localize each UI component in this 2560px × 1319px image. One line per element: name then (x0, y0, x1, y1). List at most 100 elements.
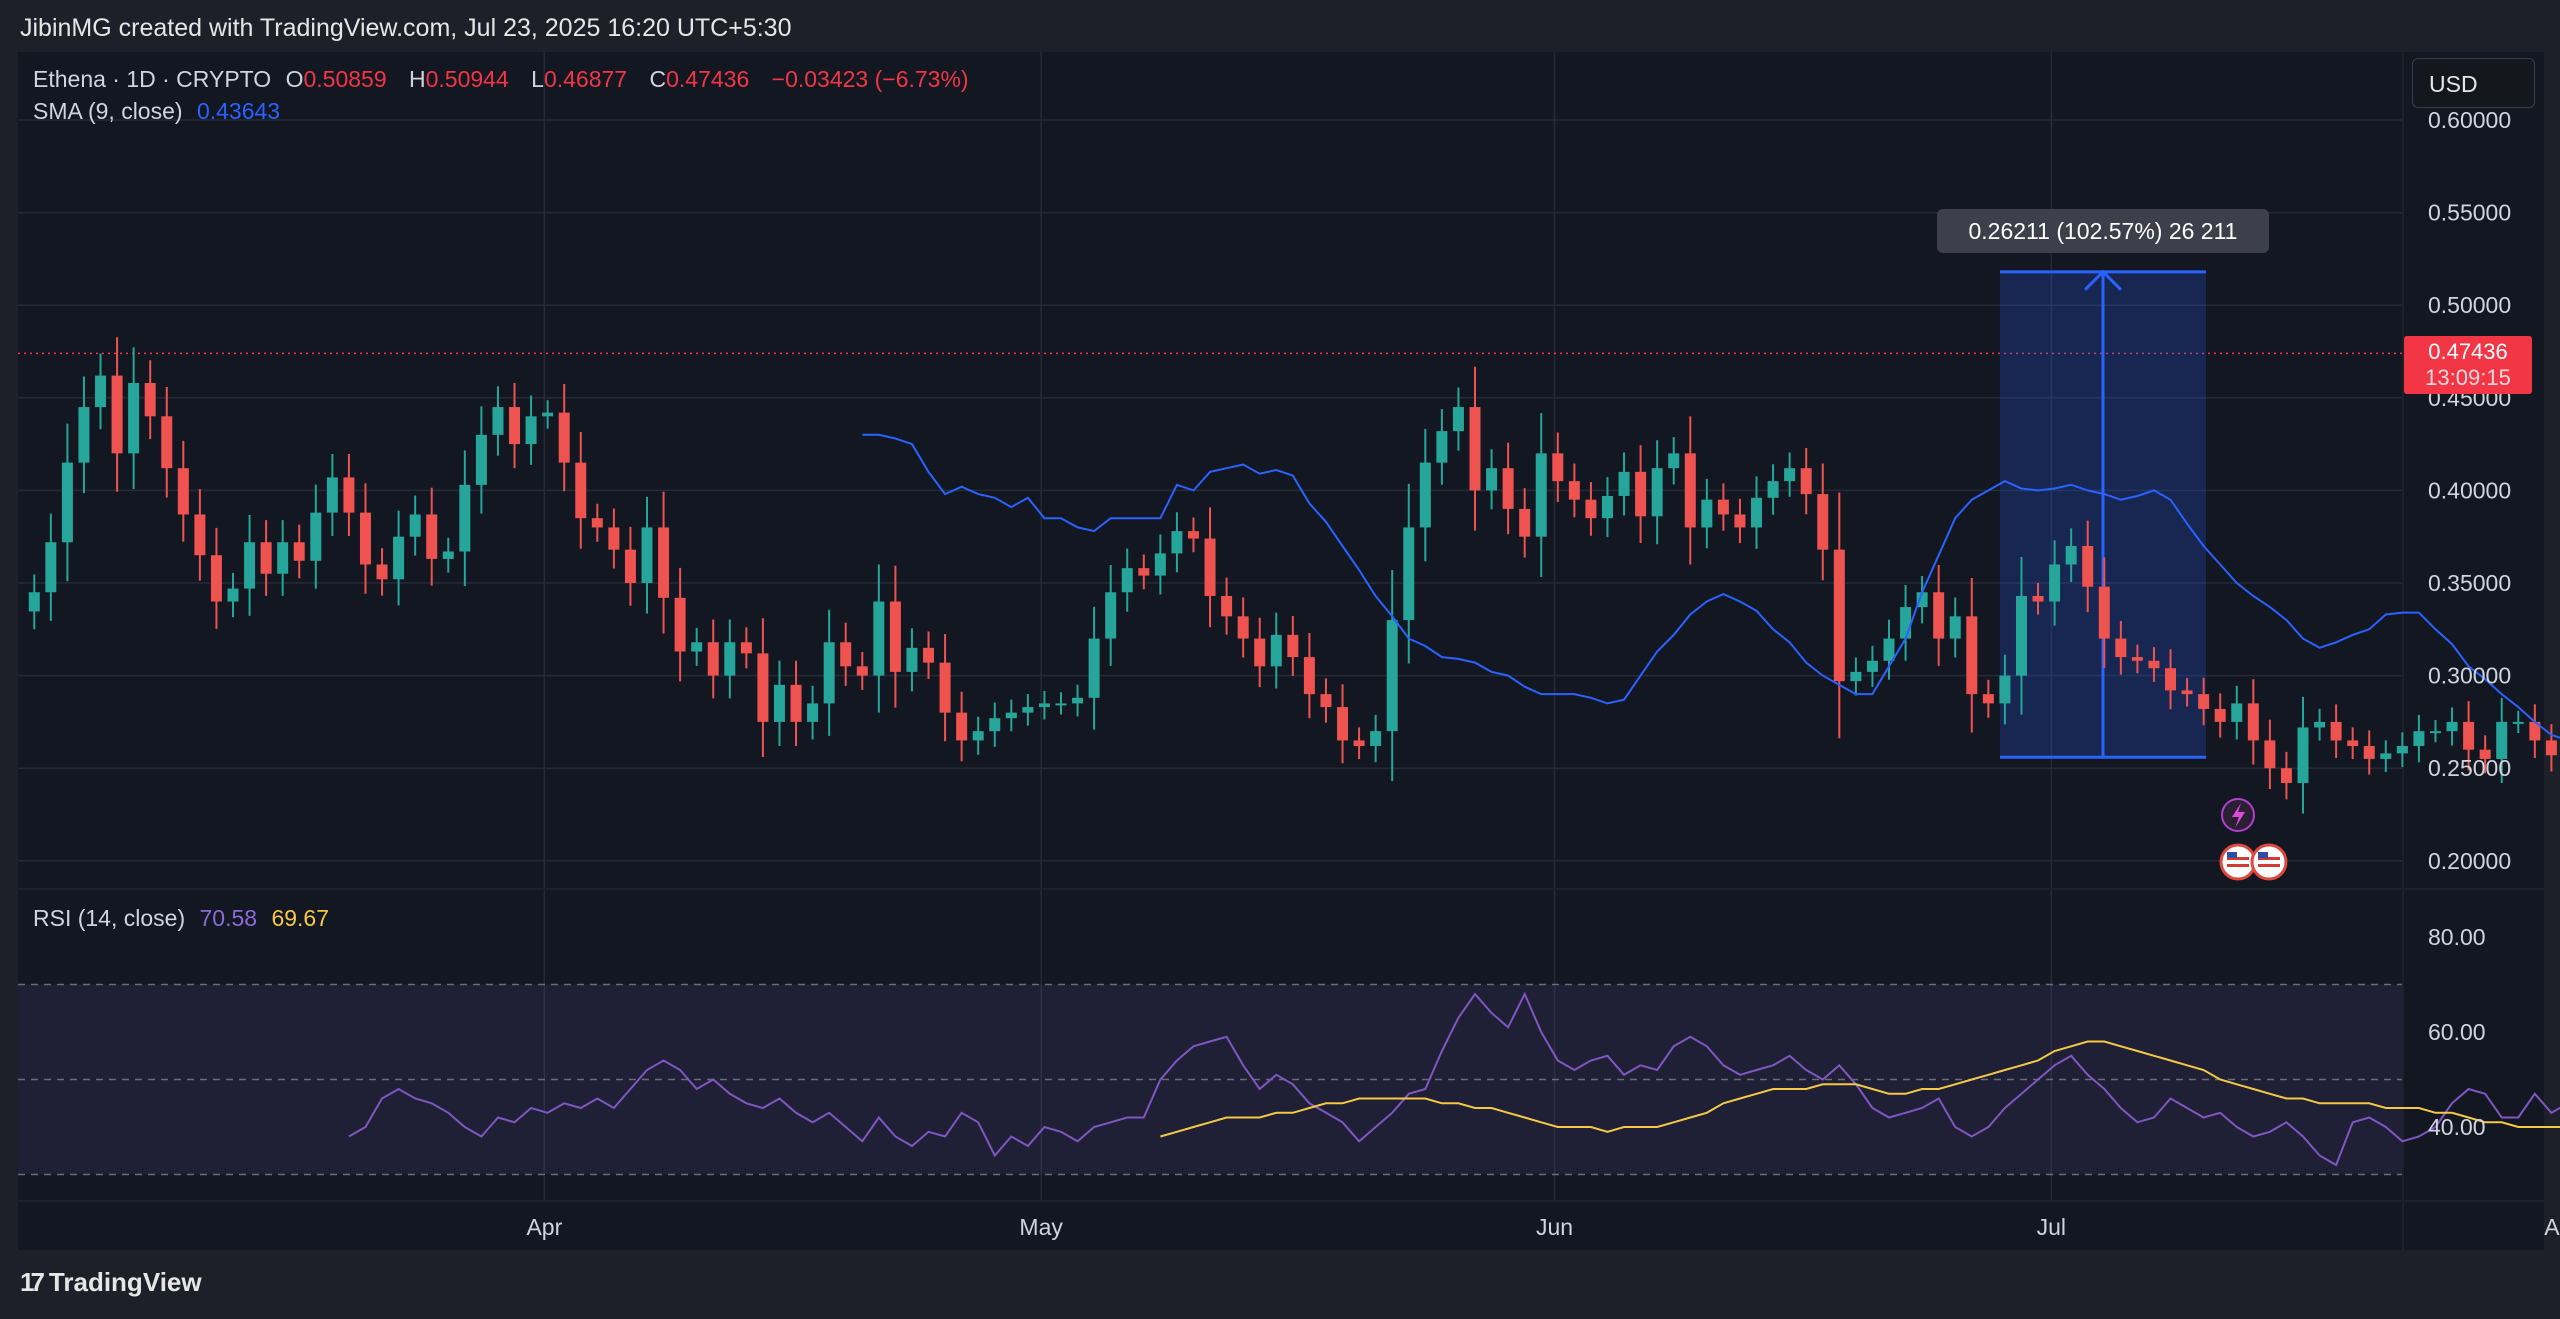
candle (459, 450, 471, 586)
candle-body (773, 684, 785, 722)
candle (1717, 483, 1729, 531)
candle (1850, 657, 1862, 696)
candle-body (1055, 703, 1067, 706)
candle (2347, 727, 2359, 760)
candle (2314, 708, 2326, 741)
candle-body (2115, 638, 2127, 658)
candle-body (1204, 538, 1216, 596)
time-tick-label: Aug (2544, 1214, 2560, 1240)
candle (525, 395, 537, 465)
rsi-band-fill (18, 984, 2402, 1175)
candle (1370, 714, 1382, 763)
candle (1237, 597, 1249, 658)
us-flag-event-icon (2219, 843, 2257, 881)
candle (1999, 654, 2011, 725)
candle-body (1519, 508, 1531, 537)
candle (575, 432, 587, 549)
candle-body (939, 662, 951, 713)
price-tick-label: 0.50000 (2428, 292, 2511, 318)
candle (45, 513, 57, 621)
candle-body (1767, 481, 1779, 498)
candle-body (1635, 471, 1647, 517)
candle-body (1900, 607, 1912, 639)
candle (939, 634, 951, 742)
candle (624, 526, 636, 606)
candle-body (2247, 703, 2259, 741)
candle (956, 691, 968, 762)
candle-body (2231, 703, 2243, 722)
candle-body (856, 666, 868, 676)
candle (1204, 507, 1216, 628)
candle-body (2148, 660, 2160, 669)
candle (1982, 679, 1994, 718)
candle (78, 376, 90, 494)
candle-body (343, 477, 355, 513)
candle (1552, 432, 1564, 502)
candle-body (293, 542, 305, 561)
candle-body (2347, 740, 2359, 746)
candle-body (1717, 499, 1729, 515)
candle-body (1121, 568, 1133, 593)
candle-body (475, 434, 487, 485)
symbol-legend[interactable]: Ethena · 1D · CRYPTO O0.50859 H0.50944 L… (33, 66, 977, 93)
candle-body (840, 642, 852, 667)
candle-body (740, 642, 752, 654)
candle (1221, 577, 1233, 635)
candle-body (1171, 531, 1183, 554)
candle (1353, 727, 1365, 760)
candle-body (923, 647, 935, 663)
tradingview-logo-icon: 17 (20, 1267, 45, 1297)
rsi-label[interactable]: RSI (14, close) (33, 905, 186, 931)
candle (558, 384, 570, 492)
candle (244, 514, 256, 616)
price-pane[interactable] (18, 52, 2402, 888)
candle (1320, 678, 1332, 723)
candle-body (1966, 616, 1978, 695)
candle-body (1254, 638, 1266, 667)
candle (1452, 387, 1464, 451)
candle (1005, 699, 1017, 732)
candle-body (509, 407, 521, 445)
sma-legend[interactable]: SMA (9, close) 0.43643 (33, 98, 288, 125)
candle-body (326, 477, 338, 513)
candle-body (78, 407, 90, 463)
rsi-legend[interactable]: RSI (14, close) 70.58 69.67 (33, 905, 337, 932)
candle-body (1469, 407, 1481, 491)
lightning-bolt-shape (2232, 803, 2245, 828)
candle-body (972, 731, 984, 741)
currency-button[interactable]: USD (2412, 58, 2535, 108)
candle (740, 627, 752, 669)
candle-body (2264, 740, 2276, 769)
candle (856, 651, 868, 690)
close-value: 0.47436 (666, 66, 750, 92)
symbol-title[interactable]: Ethena · 1D · CRYPTO (33, 66, 272, 92)
candle (509, 382, 521, 469)
candle-body (2496, 721, 2508, 759)
candle-body (2098, 586, 2110, 639)
rsi-tick-label: 40.00 (2428, 1114, 2486, 1140)
flag-canton (2227, 852, 2237, 858)
candle-body (2082, 545, 2094, 587)
candle (2131, 644, 2143, 674)
candle (293, 524, 305, 579)
candle-body (1982, 694, 1994, 704)
candle-body (459, 484, 471, 552)
footer-bar: 17 TradingView (0, 1253, 2560, 1319)
candle-body (724, 642, 736, 676)
rsi-axis-panel[interactable] (2404, 890, 2544, 1200)
rsi-pane[interactable] (18, 890, 2402, 1200)
tradingview-logo[interactable]: 17 TradingView (20, 1267, 202, 1298)
time-axis-panel[interactable] (18, 1202, 2402, 1250)
sma-label[interactable]: SMA (9, close) (33, 98, 183, 124)
candle-body (2314, 721, 2326, 728)
candle (2396, 732, 2408, 768)
candle-body (1221, 595, 1233, 617)
candle-body (492, 407, 504, 435)
candle (1469, 366, 1481, 531)
time-tick-label: Jun (1536, 1214, 1573, 1240)
candle (1668, 437, 1680, 485)
candle (1833, 492, 1845, 739)
candle-body (1038, 703, 1050, 708)
candle (1403, 483, 1415, 664)
